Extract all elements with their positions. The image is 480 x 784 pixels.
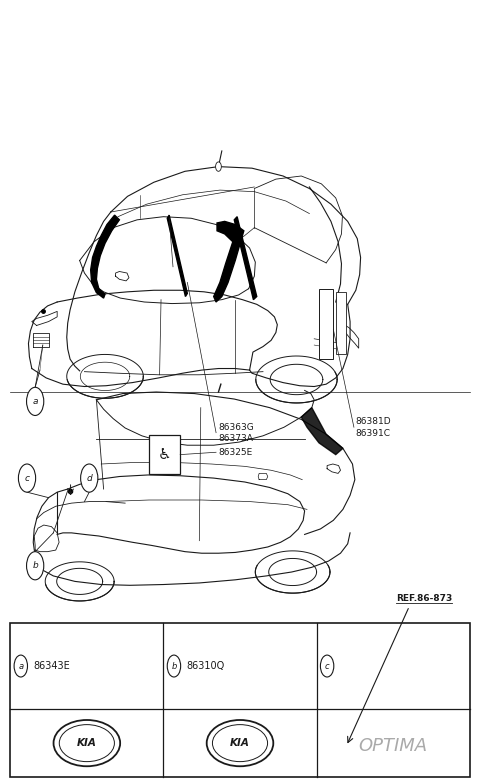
- Circle shape: [14, 655, 27, 677]
- Text: 86381D: 86381D: [356, 417, 392, 426]
- Polygon shape: [91, 215, 120, 298]
- Text: b: b: [32, 561, 38, 570]
- Text: KIA: KIA: [77, 738, 97, 748]
- Text: 86325E: 86325E: [218, 448, 252, 457]
- Ellipse shape: [213, 724, 267, 761]
- Text: a: a: [33, 397, 38, 406]
- Circle shape: [26, 387, 44, 416]
- Text: d: d: [86, 474, 92, 483]
- Circle shape: [216, 162, 221, 171]
- Text: OPTIMA: OPTIMA: [359, 737, 428, 755]
- Circle shape: [18, 464, 36, 492]
- Circle shape: [321, 655, 334, 677]
- Text: c: c: [325, 662, 329, 670]
- Text: KIA: KIA: [230, 738, 250, 748]
- FancyBboxPatch shape: [149, 435, 180, 474]
- Circle shape: [167, 655, 180, 677]
- Ellipse shape: [207, 720, 273, 766]
- Text: 86373A: 86373A: [218, 434, 253, 444]
- Text: ♿: ♿: [158, 447, 171, 462]
- Text: 86343E: 86343E: [33, 661, 70, 671]
- Circle shape: [81, 464, 98, 492]
- Text: a: a: [18, 662, 24, 670]
- Circle shape: [26, 552, 44, 580]
- Text: 86363G: 86363G: [218, 423, 254, 432]
- Polygon shape: [167, 215, 187, 296]
- Bar: [10, 622, 470, 777]
- Ellipse shape: [59, 724, 114, 761]
- Polygon shape: [301, 408, 343, 455]
- Text: 86310Q: 86310Q: [186, 661, 225, 671]
- Text: b: b: [171, 662, 177, 670]
- Text: REF.86-873: REF.86-873: [396, 593, 452, 603]
- Ellipse shape: [54, 720, 120, 766]
- Text: 86391C: 86391C: [356, 429, 391, 438]
- FancyBboxPatch shape: [336, 292, 346, 354]
- Polygon shape: [214, 221, 244, 302]
- FancyBboxPatch shape: [319, 289, 333, 359]
- Text: c: c: [24, 474, 29, 483]
- Polygon shape: [234, 216, 257, 299]
